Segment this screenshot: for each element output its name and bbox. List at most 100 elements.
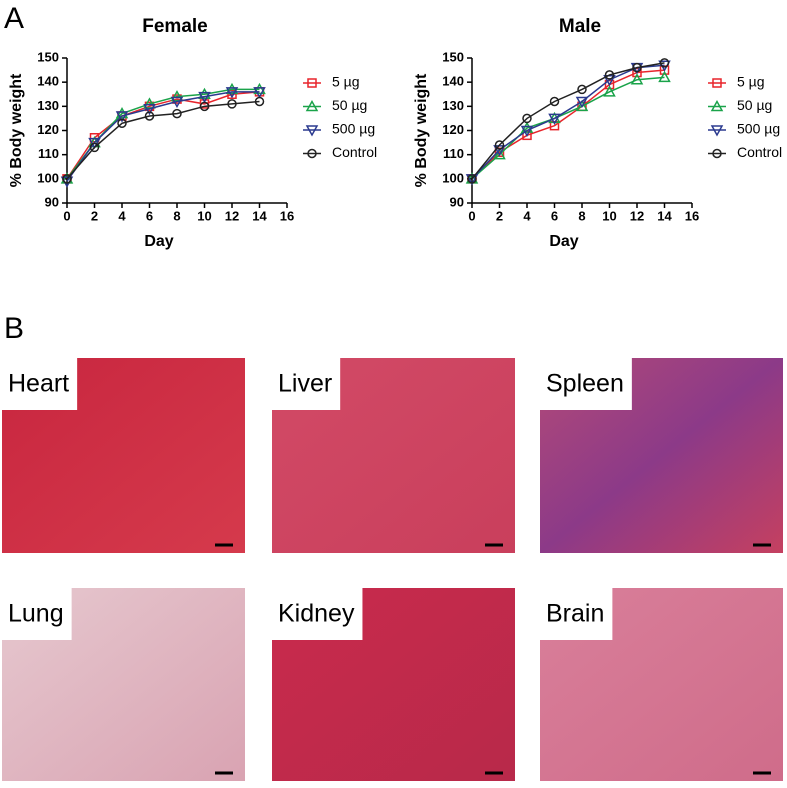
marker xyxy=(198,87,211,99)
marker xyxy=(225,87,239,99)
marker xyxy=(307,78,317,88)
marker xyxy=(520,121,534,133)
marker xyxy=(712,78,722,88)
chart: Female 90 100 110 120 130 140 150 0 2 4 6 8 10 12 14 16 D… xyxy=(8,16,377,250)
y-tick-label: 110 xyxy=(38,146,59,161)
marker xyxy=(307,148,317,159)
marker xyxy=(254,96,265,107)
y-tick-label: 130 xyxy=(442,98,464,113)
marker xyxy=(117,118,127,128)
marker xyxy=(603,85,616,97)
x-tick-label: 0 xyxy=(468,208,475,223)
marker xyxy=(253,87,266,99)
x-tick-label: 8 xyxy=(173,208,180,223)
x-axis-label: Day xyxy=(549,233,578,250)
marker xyxy=(305,125,319,137)
marker xyxy=(522,113,532,124)
label-box xyxy=(272,588,363,640)
label-box xyxy=(540,588,613,640)
legend-label: 500 µg xyxy=(737,121,780,137)
y-axis-label: % Body weight xyxy=(8,73,25,187)
x-tick-label: 0 xyxy=(63,208,70,223)
marker xyxy=(227,99,237,109)
marker xyxy=(659,58,670,68)
marker xyxy=(88,137,101,150)
legend-label: 5 µg xyxy=(332,74,360,90)
legend-label: 50 µg xyxy=(737,97,772,113)
y-tick-label: 130 xyxy=(37,98,59,113)
marker xyxy=(575,99,589,112)
label-box xyxy=(272,358,341,410)
marker xyxy=(115,107,129,119)
image-label: Heart xyxy=(8,370,69,398)
y-tick-label: 90 xyxy=(45,194,59,209)
legend-label: 50 µg xyxy=(332,97,367,113)
marker xyxy=(493,148,506,160)
series-line xyxy=(471,76,665,180)
y-axis-label: % Body weight xyxy=(413,73,430,187)
micrograph: Heart xyxy=(2,358,245,553)
legend-label: Control xyxy=(332,144,377,160)
marker xyxy=(225,82,239,95)
micrograph: Spleen xyxy=(540,358,783,553)
marker xyxy=(89,142,100,153)
marker xyxy=(710,125,724,137)
series-line xyxy=(471,69,665,180)
marker xyxy=(144,111,155,121)
label-box xyxy=(2,588,72,640)
marker xyxy=(632,67,642,78)
x-tick-label: 8 xyxy=(578,208,585,223)
x-tick-label: 14 xyxy=(657,208,672,223)
x-tick-label: 4 xyxy=(118,208,126,223)
x-tick-label: 2 xyxy=(91,208,98,223)
marker xyxy=(172,108,182,119)
x-tick-label: 12 xyxy=(630,208,644,223)
marker xyxy=(170,96,184,109)
x-tick-label: 16 xyxy=(685,208,699,223)
marker xyxy=(199,101,210,112)
marker xyxy=(577,84,587,95)
marker xyxy=(632,62,642,73)
marker xyxy=(548,113,561,125)
x-tick-label: 10 xyxy=(197,208,211,223)
micrograph: Kidney xyxy=(272,588,515,781)
y-tick-label: 100 xyxy=(442,170,464,185)
marker xyxy=(604,70,615,80)
micrographs: Heart Liver Spleen Lung Kidney Brain xyxy=(2,358,783,781)
x-tick-label: 12 xyxy=(225,208,239,223)
x-tick-label: 6 xyxy=(551,208,558,223)
marker xyxy=(170,90,184,102)
y-tick-label: 120 xyxy=(442,122,464,137)
marker xyxy=(710,99,724,112)
panel-label: A xyxy=(4,2,24,35)
image-label: Kidney xyxy=(278,600,355,628)
y-tick-label: 140 xyxy=(442,74,464,89)
legend-label: Control xyxy=(737,144,782,160)
x-tick-label: 6 xyxy=(146,208,153,223)
micrograph: Lung xyxy=(2,588,245,781)
image-label: Spleen xyxy=(546,370,624,398)
micrograph: Brain xyxy=(540,588,783,781)
chart-title: Male xyxy=(559,16,601,37)
label-box xyxy=(2,358,78,410)
marker xyxy=(253,82,266,95)
image-label: Brain xyxy=(546,600,604,628)
x-tick-label: 4 xyxy=(523,208,531,223)
legend-label: 5 µg xyxy=(737,74,765,90)
marker xyxy=(575,96,589,109)
chart: Male 90 100 110 120 130 140 150 0 2 4 6 8 10 12 14 16 Day… xyxy=(413,16,782,250)
chart-title: Female xyxy=(142,16,207,37)
marker xyxy=(630,73,644,85)
marker xyxy=(658,70,671,83)
marker xyxy=(115,111,129,123)
y-tick-label: 150 xyxy=(442,49,464,64)
label-box xyxy=(540,358,632,410)
marker xyxy=(305,99,319,112)
marker xyxy=(143,97,156,109)
marker xyxy=(143,104,156,116)
y-tick-label: 100 xyxy=(37,170,59,185)
marker xyxy=(712,148,722,159)
x-tick-label: 2 xyxy=(496,208,503,223)
